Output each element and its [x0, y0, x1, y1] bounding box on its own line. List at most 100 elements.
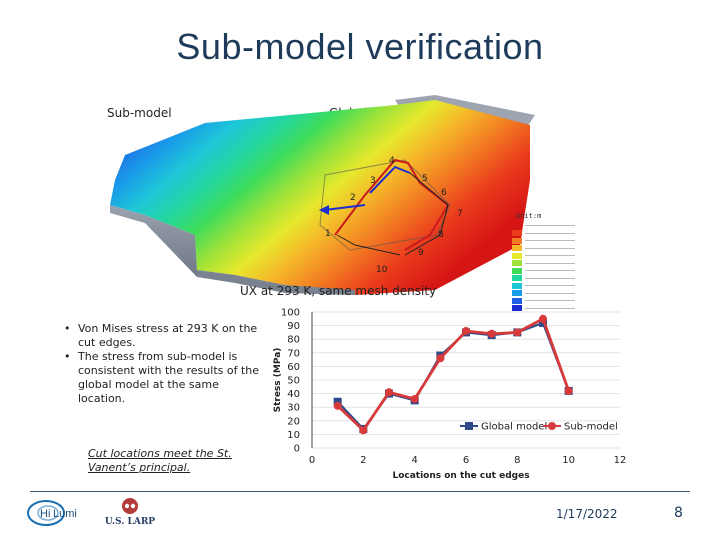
page-number: 8 — [674, 505, 683, 521]
y-tick-label: 60 — [287, 362, 300, 373]
y-tick-label: 30 — [287, 403, 300, 414]
data-point-submodel — [462, 327, 470, 336]
legend-label: Global model — [481, 422, 547, 433]
y-tick-label: 90 — [287, 321, 300, 332]
data-point-submodel — [385, 388, 393, 397]
y-tick-label: 80 — [287, 335, 300, 346]
location-label-7: 7 — [457, 209, 463, 219]
legend-swatch — [512, 252, 522, 259]
legend-value-placeholder — [525, 225, 575, 227]
x-tick-label: 12 — [614, 455, 627, 466]
legend-marker — [465, 422, 473, 430]
y-tick-label: 70 — [287, 348, 300, 359]
data-point-submodel — [436, 354, 445, 363]
legend-swatch — [512, 282, 522, 289]
series-line — [336, 316, 570, 433]
data-point-global — [333, 397, 342, 406]
data-point-submodel — [487, 329, 496, 338]
location-label-3: 3 — [370, 176, 376, 186]
x-tick-label: 0 — [309, 455, 315, 466]
y-tick-label: 20 — [287, 416, 300, 427]
us-larp-emblem-icon — [122, 498, 138, 514]
y-tick-label: 40 — [287, 389, 300, 400]
x-tick-label: 2 — [360, 455, 366, 466]
legend-swatch — [512, 267, 522, 274]
data-point-submodel — [564, 386, 573, 395]
x-axis-label: Locations on the cut edges — [392, 471, 529, 481]
legend-row — [512, 275, 575, 283]
legend-value-placeholder — [525, 285, 575, 287]
legend-swatch — [512, 245, 522, 252]
legend-value-placeholder — [525, 300, 575, 302]
submodel-label: Sub-model — [107, 106, 172, 120]
location-label-6: 6 — [441, 188, 447, 198]
slide-title: Sub-model verification — [176, 26, 544, 67]
legend-swatch — [512, 260, 522, 267]
cut-location-note: Cut locations meet the St. Vanent’s prin… — [88, 447, 232, 474]
bullet-item: The stress from sub-model is consistent … — [62, 350, 262, 406]
y-tick-label: 50 — [287, 376, 300, 387]
hilumi-logo: Hi Lumi — [27, 500, 77, 526]
legend-swatch — [512, 230, 522, 237]
legend-swatch — [512, 237, 522, 244]
figure-caption: UX at 293 K, same mesh density — [240, 284, 437, 298]
svg-text:Lumi: Lumi — [53, 508, 77, 520]
legend-swatch — [512, 290, 522, 297]
data-point-submodel — [410, 395, 419, 404]
x-tick-label: 8 — [514, 455, 520, 466]
legend-value-placeholder — [525, 262, 575, 264]
legend-swatch — [512, 297, 522, 304]
legend-marker — [548, 422, 556, 430]
legend-swatch — [512, 275, 522, 282]
us-larp-text: U.S. LARP — [104, 517, 156, 527]
x-tick-label: 6 — [463, 455, 469, 466]
data-point-submodel — [359, 426, 368, 435]
legend-row — [512, 237, 575, 245]
stress-line-chart: 0 10 20 30 40 50 60 70 80 90 100 0 2 4 6 8 10 12 Locations… — [273, 308, 627, 482]
x-tick-label: 10 — [562, 455, 575, 466]
legend-value-placeholder — [525, 232, 575, 234]
data-point-submodel — [513, 328, 522, 337]
y-axis-label: Stress (MPa) — [273, 348, 283, 413]
y-tick-label: 100 — [281, 308, 300, 319]
fea-contour-image — [110, 95, 535, 295]
us-larp-logo: U.S. LARP — [100, 497, 160, 535]
location-label-2: 2 — [350, 193, 356, 203]
location-label-5: 5 — [422, 174, 428, 184]
bullet-item: Von Mises stress at 293 K on the cut edg… — [62, 322, 262, 350]
legend-row — [512, 267, 575, 275]
legend-unit: Unit:m — [516, 212, 542, 220]
legend-swatch — [512, 222, 522, 229]
legend-row — [512, 290, 575, 298]
y-tick-label: 0 — [294, 444, 300, 455]
location-label-1: 1 — [325, 229, 331, 239]
location-label-4: 4 — [389, 156, 395, 166]
footer-divider — [30, 491, 690, 492]
x-tick-label: 4 — [411, 455, 417, 466]
legend-row — [512, 252, 575, 260]
bullet-list: Von Mises stress at 293 K on the cut edg… — [62, 322, 262, 406]
data-point-submodel — [539, 314, 547, 323]
legend-row — [512, 222, 575, 230]
location-label-8: 8 — [438, 230, 444, 240]
legend-swatch — [512, 305, 522, 312]
slide-date: 1/17/2022 — [556, 507, 618, 521]
location-label-10: 10 — [376, 265, 388, 275]
legend-value-placeholder — [525, 255, 575, 257]
legend-value-placeholder — [525, 270, 575, 272]
svg-text:Hi: Hi — [40, 508, 50, 520]
legend-row — [512, 260, 575, 268]
legend-value-placeholder — [525, 247, 575, 249]
legend-value-placeholder — [525, 292, 575, 294]
legend-value-placeholder — [525, 277, 575, 279]
y-tick-label: 10 — [287, 430, 300, 441]
legend-row — [512, 230, 575, 238]
legend-label: Sub-model — [564, 422, 618, 433]
legend-row — [512, 297, 575, 305]
legend-row — [512, 305, 575, 313]
data-point-submodel — [333, 401, 342, 410]
contour-legend — [512, 222, 575, 312]
legend-value-placeholder — [525, 307, 575, 309]
location-label-9: 9 — [418, 248, 424, 258]
legend-row — [512, 245, 575, 253]
